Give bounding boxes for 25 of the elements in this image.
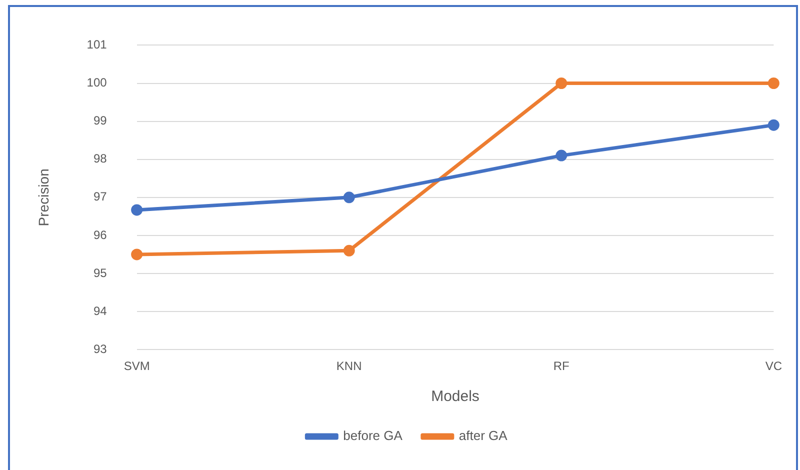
legend-label: after GA (458, 428, 508, 444)
point (343, 192, 355, 204)
y-tick-label: 95 (93, 266, 108, 280)
y-tick-label: 97 (93, 190, 108, 204)
y-tick-label: 94 (93, 304, 108, 318)
point (556, 78, 568, 89)
x-tick-label: RF (553, 359, 570, 374)
y-tick-label: 99 (93, 114, 108, 128)
x-tick-label: SVM (124, 359, 150, 374)
x-tick-label: KNN (336, 359, 362, 374)
point (131, 248, 143, 260)
x-axis-title: Models (431, 388, 480, 406)
y-tick-label: 100 (86, 76, 108, 90)
y-tick-label: 98 (93, 152, 108, 166)
y-tick-label: 101 (86, 38, 108, 52)
x-tick-label: VC (765, 359, 782, 374)
point (556, 150, 568, 162)
point (343, 244, 355, 256)
point (131, 204, 143, 216)
point (768, 78, 780, 89)
point (768, 119, 780, 131)
y-tick-label: 93 (93, 342, 108, 356)
y-tick-label: 96 (93, 228, 108, 242)
legend-label: before GA (343, 428, 403, 444)
y-axis-title: Precision (35, 168, 52, 226)
